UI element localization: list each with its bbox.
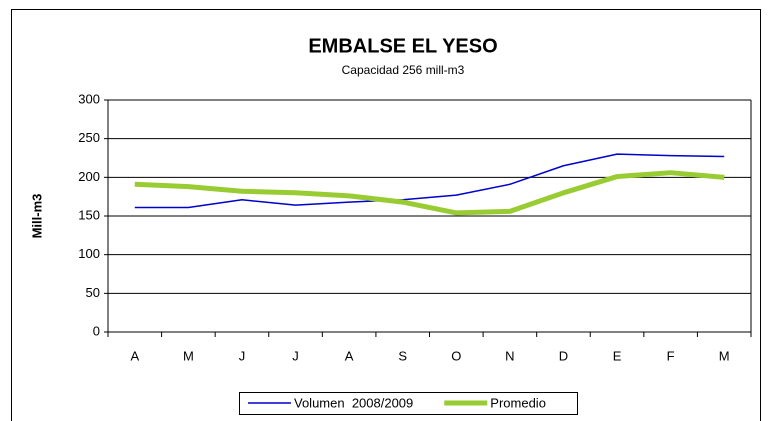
series-line: [134, 170, 725, 216]
y-tick-label: 200: [78, 169, 100, 184]
legend-label: Promedio: [490, 395, 546, 410]
y-tick-label: 50: [86, 285, 100, 300]
x-tick-label: D: [559, 348, 568, 363]
x-tick-label: F: [667, 348, 675, 363]
x-tick-label: N: [505, 348, 514, 363]
x-tick-label: A: [345, 348, 354, 363]
x-tick-label: O: [451, 348, 461, 363]
x-tick-label: M: [183, 348, 194, 363]
y-tick-label: 250: [78, 130, 100, 145]
chart-subtitle: Capacidad 256 mill-m3: [342, 63, 465, 77]
y-axis-label: Mill-m3: [29, 194, 44, 239]
legend-label: Volumen 2008/2009: [294, 395, 413, 410]
x-tick-label: J: [292, 348, 299, 363]
legend-box: [239, 392, 578, 415]
x-tick-label: E: [613, 348, 622, 363]
y-tick-label: 0: [93, 323, 100, 338]
series-line: [134, 153, 725, 209]
x-tick-label: M: [719, 348, 730, 363]
x-tick-label: A: [130, 348, 139, 363]
chart-border: [11, 9, 761, 421]
x-tick-label: J: [239, 348, 246, 363]
chart-title: EMBALSE EL YESO: [308, 35, 497, 57]
y-tick-label: 150: [78, 207, 100, 222]
y-tick-label: 100: [78, 246, 100, 261]
y-tick-label: 300: [78, 91, 100, 106]
x-tick-label: S: [398, 348, 407, 363]
